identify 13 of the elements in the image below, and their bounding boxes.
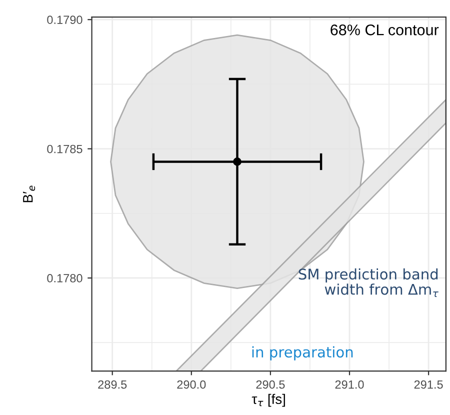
annotation: SM prediction band width from Δm$_{τ}$ — [298, 268, 438, 298]
y-tick-label: 0.1780 — [47, 274, 82, 282]
y-tick-label: 0.1790 — [47, 16, 82, 24]
x-tick-label: 290.0 — [177, 380, 206, 389]
x-tick-label: 289.5 — [98, 380, 127, 389]
y-axis-title: B′$_{e}$ — [23, 186, 36, 202]
x-axis-title: τ$_{τ}$ [fs] — [252, 394, 285, 407]
y-tick-label: 0.1785 — [47, 144, 82, 154]
x-tick-label: 291.0 — [335, 380, 364, 389]
x-tick-label: 290.5 — [256, 380, 285, 389]
x-tick-label: 291.5 — [414, 380, 443, 389]
annotation: 68% CL contour — [330, 24, 439, 36]
annotation: in preparation — [252, 346, 353, 360]
